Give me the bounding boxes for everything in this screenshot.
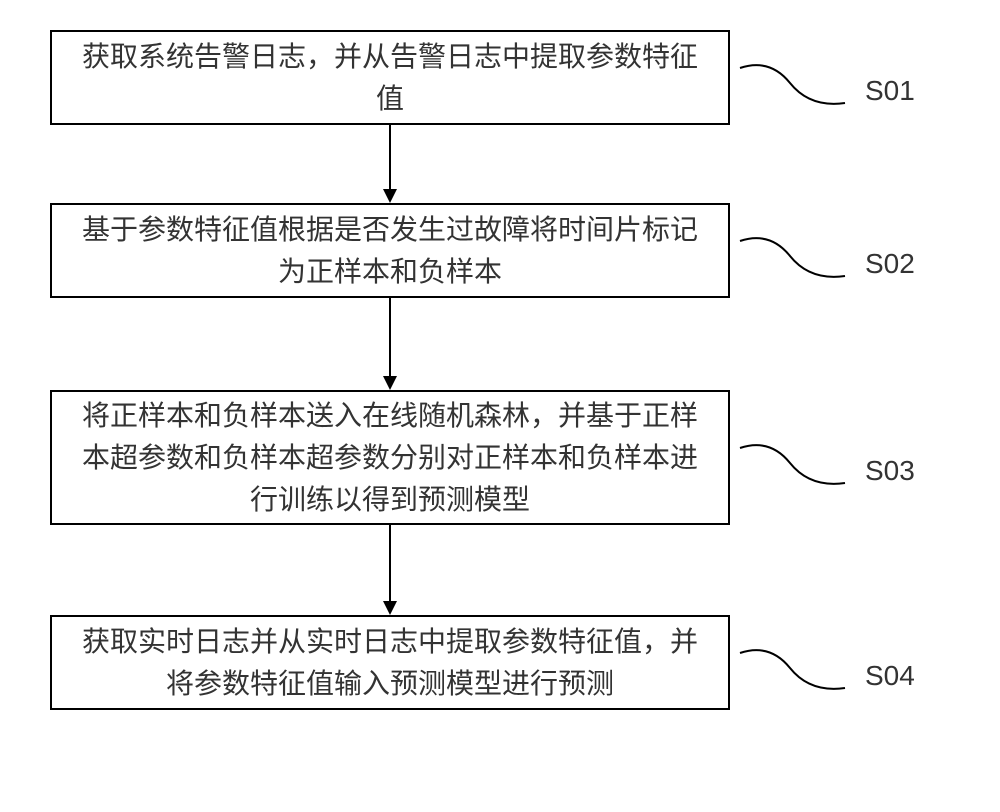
step-box: 获取系统告警日志，并从告警日志中提取参数特征值 bbox=[50, 30, 730, 125]
flowchart-step: 获取实时日志并从实时日志中提取参数特征值，并将参数特征值输入预测模型进行预测 S… bbox=[50, 615, 950, 710]
step-text: 获取系统告警日志，并从告警日志中提取参数特征值 bbox=[72, 36, 708, 120]
step-label: S01 bbox=[865, 74, 915, 106]
flowchart-step: 基于参数特征值根据是否发生过故障将时间片标记为正样本和负样本 S02 bbox=[50, 203, 950, 298]
arrow-down-icon bbox=[50, 125, 730, 203]
step-box: 基于参数特征值根据是否发生过故障将时间片标记为正样本和负样本 bbox=[50, 203, 730, 298]
connector-squiggle: S02 bbox=[735, 231, 855, 271]
step-label: S02 bbox=[865, 247, 915, 279]
arrow-down-icon bbox=[50, 298, 730, 390]
step-text: 获取实时日志并从实时日志中提取参数特征值，并将参数特征值输入预测模型进行预测 bbox=[72, 621, 708, 705]
flowchart-step: 将正样本和负样本送入在线随机森林，并基于正样本超参数和负样本超参数分别对正样本和… bbox=[50, 390, 950, 525]
arrow-down-icon bbox=[50, 525, 730, 615]
flowchart-step: 获取系统告警日志，并从告警日志中提取参数特征值 S01 bbox=[50, 30, 950, 125]
connector-squiggle: S01 bbox=[735, 58, 855, 98]
connector-squiggle: S04 bbox=[735, 643, 855, 683]
step-text: 基于参数特征值根据是否发生过故障将时间片标记为正样本和负样本 bbox=[72, 209, 708, 293]
flowchart-container: 获取系统告警日志，并从告警日志中提取参数特征值 S01 基于参数特征值根据是否发… bbox=[50, 30, 950, 710]
step-box: 将正样本和负样本送入在线随机森林，并基于正样本超参数和负样本超参数分别对正样本和… bbox=[50, 390, 730, 525]
step-label: S04 bbox=[865, 659, 915, 691]
step-label: S03 bbox=[865, 454, 915, 486]
step-text: 将正样本和负样本送入在线随机森林，并基于正样本超参数和负样本超参数分别对正样本和… bbox=[72, 395, 708, 521]
step-box: 获取实时日志并从实时日志中提取参数特征值，并将参数特征值输入预测模型进行预测 bbox=[50, 615, 730, 710]
connector-squiggle: S03 bbox=[735, 438, 855, 478]
